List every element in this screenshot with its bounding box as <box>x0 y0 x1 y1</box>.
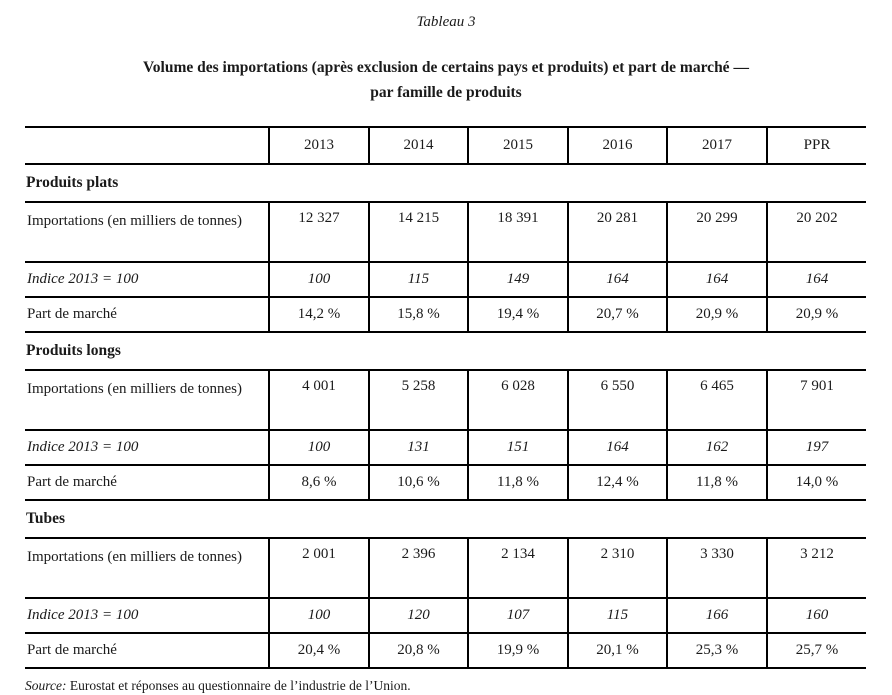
value-cell: 20,1 % <box>567 632 668 669</box>
imports-table: 2013 2014 2015 2016 2017 PPR Produits pl… <box>25 126 866 669</box>
value-cell: 2 310 <box>567 537 668 599</box>
section-title: Produits longs <box>25 331 866 371</box>
value-cell: 14,0 % <box>766 464 866 501</box>
value-cell: 164 <box>766 261 866 298</box>
value-cell: 20 202 <box>766 201 866 263</box>
source-text: Eurostat et réponses au questionnaire de… <box>69 678 411 693</box>
value-cell: 107 <box>467 597 569 634</box>
empty-header-cell <box>25 126 270 165</box>
table-caption-title: Volume des importations (après exclusion… <box>0 55 892 105</box>
row-label-imports: Importations (en milliers de tonnes) <box>25 537 270 599</box>
table-row-index: Indice 2013 = 100 100 115 149 164 164 16… <box>25 261 866 298</box>
row-label-index: Indice 2013 = 100 <box>25 261 270 298</box>
value-cell: 20 281 <box>567 201 668 263</box>
value-cell: 8,6 % <box>268 464 370 501</box>
row-label-imports: Importations (en milliers de tonnes) <box>25 201 270 263</box>
value-cell: 2 001 <box>268 537 370 599</box>
table-row-share: Part de marché 8,6 % 10,6 % 11,8 % 12,4 … <box>25 464 866 501</box>
value-cell: 6 028 <box>467 369 569 431</box>
column-header-2014: 2014 <box>368 126 469 165</box>
column-header-ppr: PPR <box>766 126 866 165</box>
value-cell: 19,9 % <box>467 632 569 669</box>
value-cell: 14,2 % <box>268 296 370 333</box>
value-cell: 14 215 <box>368 201 469 263</box>
value-cell: 100 <box>268 261 370 298</box>
value-cell: 11,8 % <box>467 464 569 501</box>
table-row-index: Indice 2013 = 100 100 131 151 164 162 19… <box>25 429 866 466</box>
value-cell: 12 327 <box>268 201 370 263</box>
value-cell: 131 <box>368 429 469 466</box>
row-label-share: Part de marché <box>25 464 270 501</box>
table-row-share: Part de marché 20,4 % 20,8 % 19,9 % 20,1… <box>25 632 866 669</box>
value-cell: 5 258 <box>368 369 469 431</box>
table-header-row: 2013 2014 2015 2016 2017 PPR <box>25 126 866 165</box>
value-cell: 100 <box>268 597 370 634</box>
row-label-share: Part de marché <box>25 632 270 669</box>
table-caption-title-line1: Volume des importations (après exclusion… <box>143 59 749 76</box>
row-label-index: Indice 2013 = 100 <box>25 597 270 634</box>
row-label-index: Indice 2013 = 100 <box>25 429 270 466</box>
section-header-tubes: Tubes <box>25 499 866 539</box>
value-cell: 18 391 <box>467 201 569 263</box>
value-cell: 7 901 <box>766 369 866 431</box>
table-caption-title-line2: par famille de produits <box>370 84 522 101</box>
value-cell: 15,8 % <box>368 296 469 333</box>
value-cell: 10,6 % <box>368 464 469 501</box>
value-cell: 11,8 % <box>666 464 768 501</box>
row-label-share: Part de marché <box>25 296 270 333</box>
value-cell: 120 <box>368 597 469 634</box>
column-header-2017: 2017 <box>666 126 768 165</box>
row-label-imports: Importations (en milliers de tonnes) <box>25 369 270 431</box>
table-row-imports: Importations (en milliers de tonnes) 4 0… <box>25 369 866 431</box>
value-cell: 2 134 <box>467 537 569 599</box>
value-cell: 6 465 <box>666 369 768 431</box>
table-row-imports: Importations (en milliers de tonnes) 2 0… <box>25 537 866 599</box>
section-title: Produits plats <box>25 163 866 203</box>
section-header-produits-plats: Produits plats <box>25 163 866 203</box>
value-cell: 6 550 <box>567 369 668 431</box>
value-cell: 115 <box>567 597 668 634</box>
value-cell: 25,7 % <box>766 632 866 669</box>
value-cell: 166 <box>666 597 768 634</box>
value-cell: 3 330 <box>666 537 768 599</box>
value-cell: 19,4 % <box>467 296 569 333</box>
value-cell: 3 212 <box>766 537 866 599</box>
column-header-2013: 2013 <box>268 126 370 165</box>
value-cell: 151 <box>467 429 569 466</box>
column-header-2016: 2016 <box>567 126 668 165</box>
value-cell: 12,4 % <box>567 464 668 501</box>
value-cell: 20 299 <box>666 201 768 263</box>
value-cell: 2 396 <box>368 537 469 599</box>
section-header-produits-longs: Produits longs <box>25 331 866 371</box>
value-cell: 162 <box>666 429 768 466</box>
value-cell: 20,8 % <box>368 632 469 669</box>
value-cell: 20,4 % <box>268 632 370 669</box>
value-cell: 149 <box>467 261 569 298</box>
value-cell: 164 <box>567 429 668 466</box>
value-cell: 25,3 % <box>666 632 768 669</box>
value-cell: 115 <box>368 261 469 298</box>
value-cell: 160 <box>766 597 866 634</box>
value-cell: 20,9 % <box>766 296 866 333</box>
column-header-2015: 2015 <box>467 126 569 165</box>
value-cell: 164 <box>567 261 668 298</box>
value-cell: 100 <box>268 429 370 466</box>
section-title: Tubes <box>25 499 866 539</box>
table-row-index: Indice 2013 = 100 100 120 107 115 166 16… <box>25 597 866 634</box>
source-note: Source: Eurostat et réponses au question… <box>25 678 892 694</box>
value-cell: 20,7 % <box>567 296 668 333</box>
value-cell: 197 <box>766 429 866 466</box>
source-label: Source: <box>25 678 67 693</box>
table-row-share: Part de marché 14,2 % 15,8 % 19,4 % 20,7… <box>25 296 866 333</box>
table-caption-number: Tableau 3 <box>416 14 476 30</box>
value-cell: 164 <box>666 261 768 298</box>
table-row-imports: Importations (en milliers de tonnes) 12 … <box>25 201 866 263</box>
value-cell: 20,9 % <box>666 296 768 333</box>
value-cell: 4 001 <box>268 369 370 431</box>
